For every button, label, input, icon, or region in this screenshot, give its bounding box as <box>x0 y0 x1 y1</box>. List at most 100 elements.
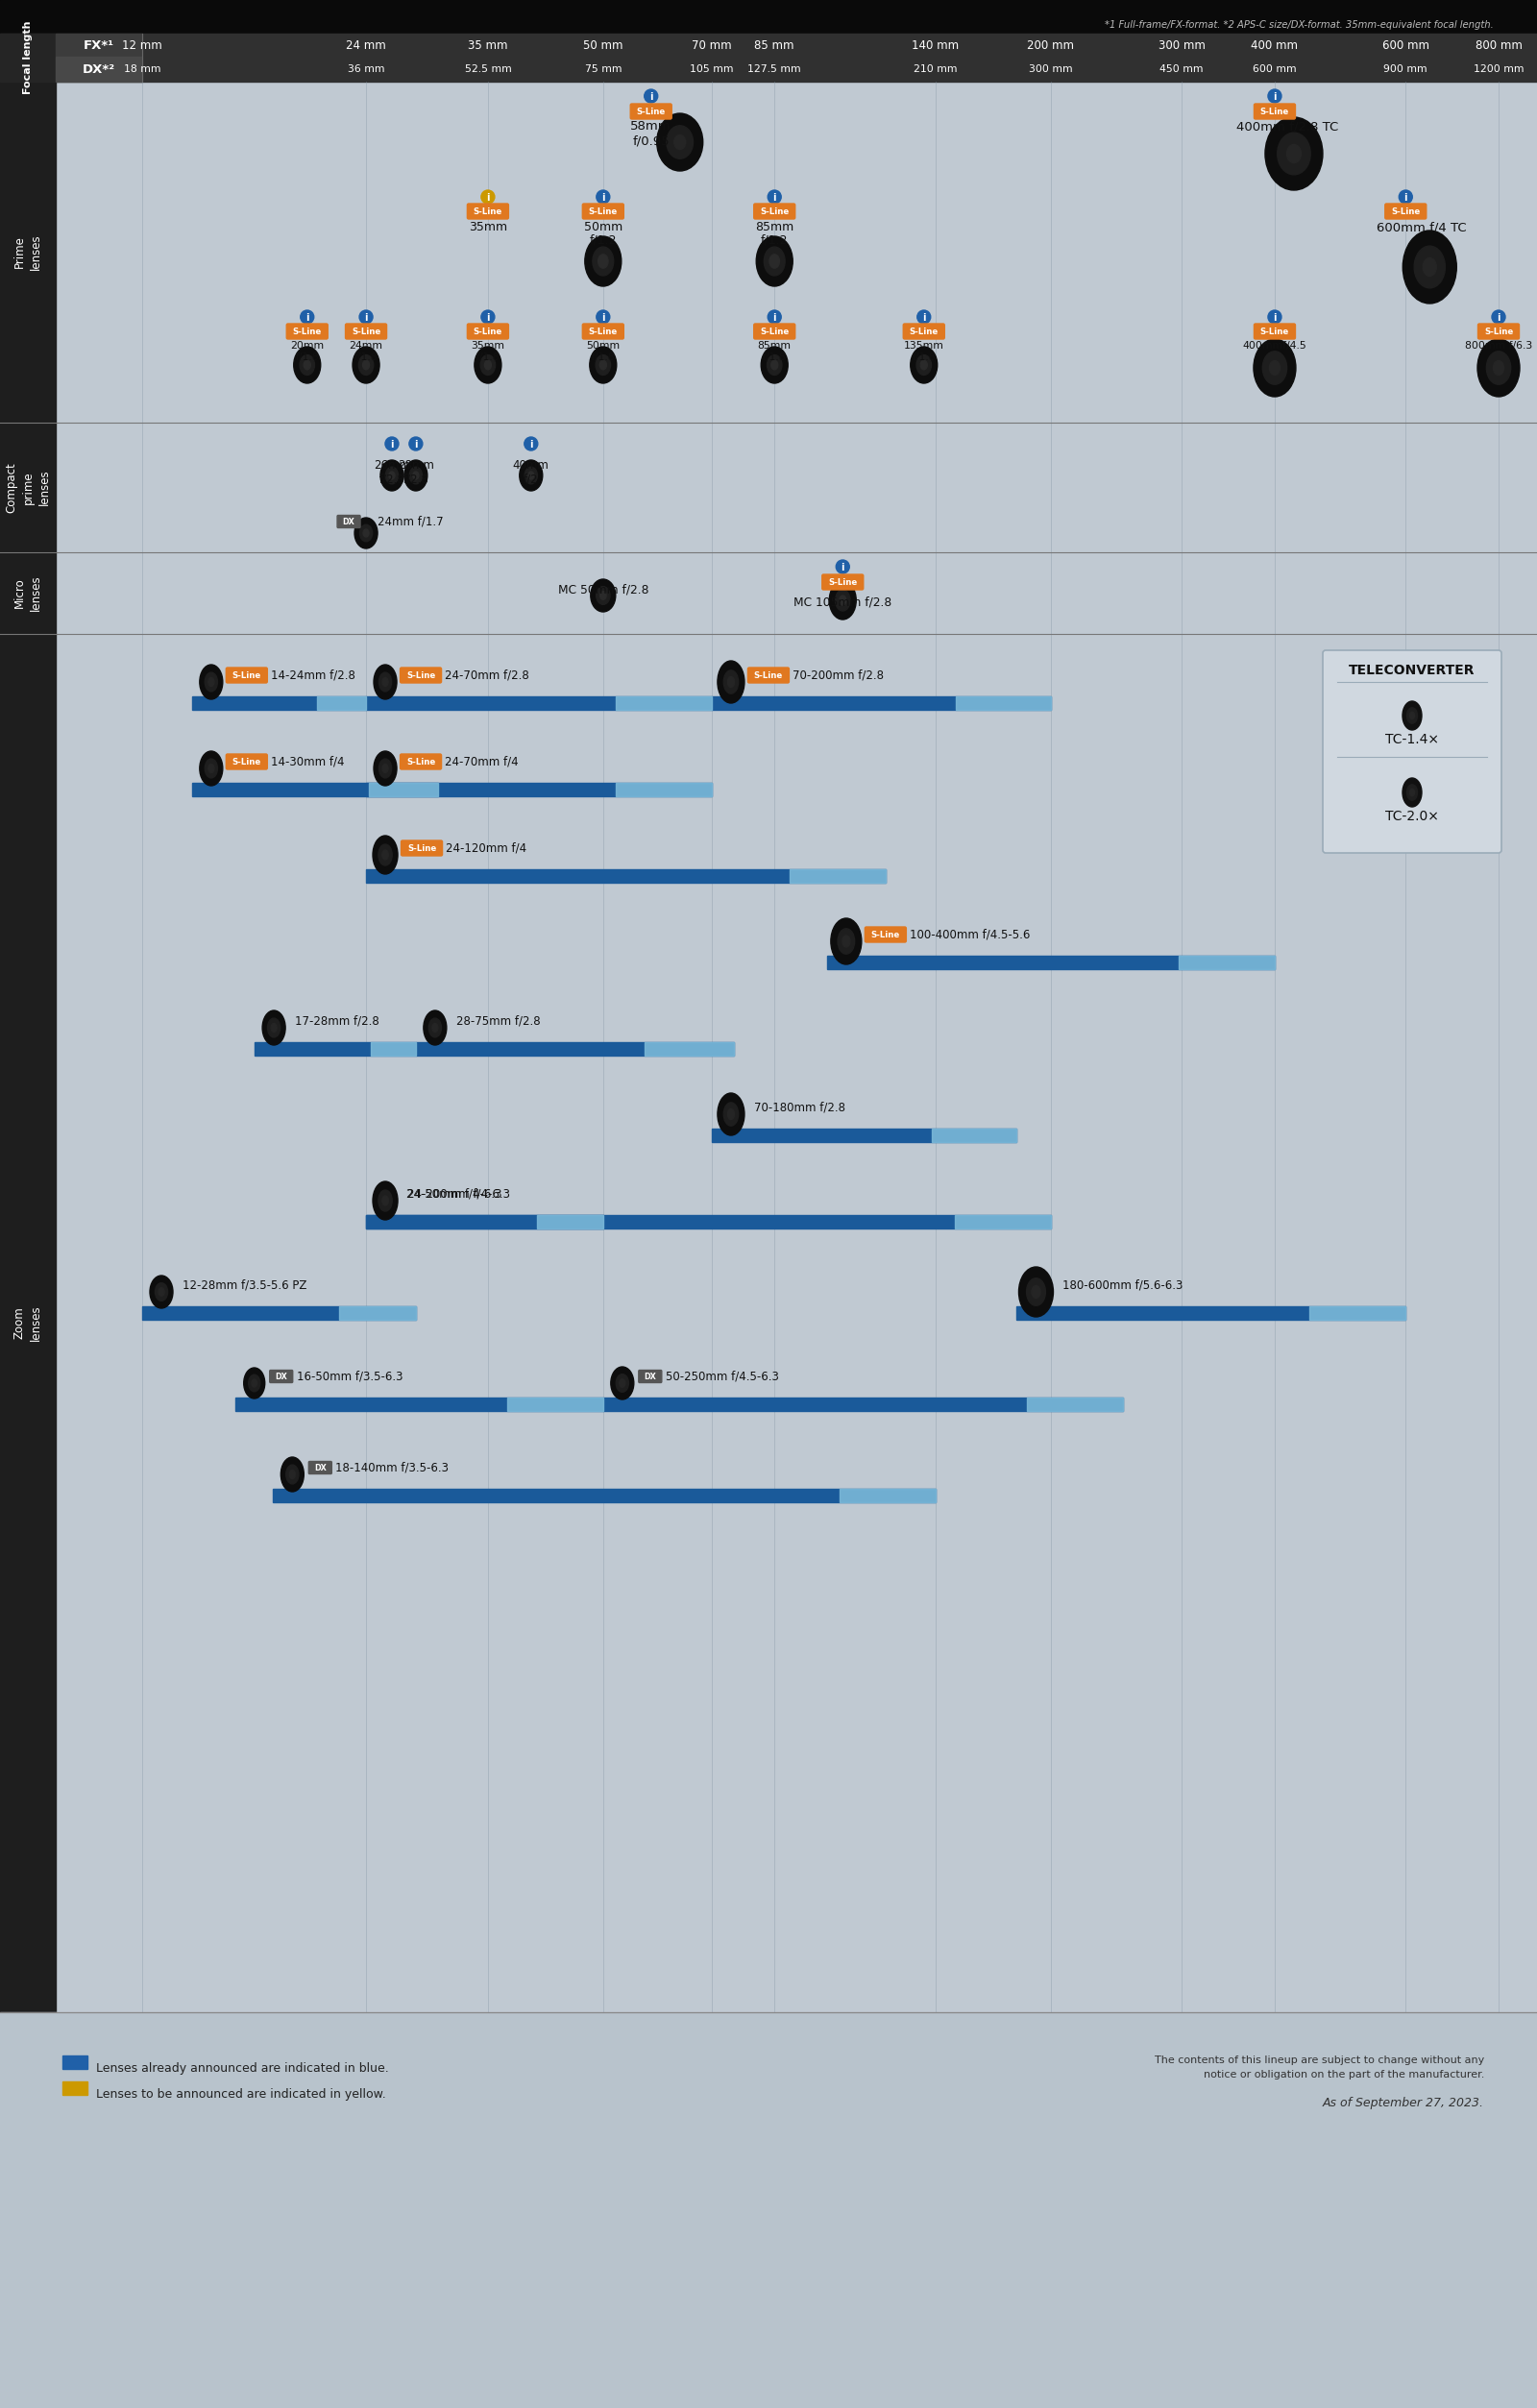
Text: 17-28mm f/2.8: 17-28mm f/2.8 <box>295 1014 380 1028</box>
Text: S-Line: S-Line <box>473 327 503 335</box>
Bar <box>366 869 885 884</box>
Bar <box>790 869 885 884</box>
Bar <box>536 1216 603 1228</box>
FancyBboxPatch shape <box>269 1370 292 1382</box>
Text: f/0.95: f/0.95 <box>633 135 670 147</box>
FancyBboxPatch shape <box>1323 650 1502 852</box>
FancyBboxPatch shape <box>467 205 509 219</box>
Ellipse shape <box>373 1185 397 1216</box>
Bar <box>235 1397 603 1411</box>
Ellipse shape <box>373 1182 398 1221</box>
Text: f/1.8: f/1.8 <box>592 352 615 361</box>
Text: DX: DX <box>275 1373 287 1380</box>
Bar <box>839 1488 936 1503</box>
Ellipse shape <box>1019 1267 1053 1317</box>
Text: 75 mm: 75 mm <box>584 65 621 75</box>
Bar <box>255 1043 417 1055</box>
Text: i: i <box>601 313 604 323</box>
Ellipse shape <box>599 592 606 600</box>
FancyBboxPatch shape <box>309 1462 332 1474</box>
Bar <box>192 783 438 797</box>
Ellipse shape <box>1031 1286 1041 1298</box>
Text: 70 mm: 70 mm <box>692 39 732 51</box>
Text: 20mm: 20mm <box>290 342 324 352</box>
Ellipse shape <box>616 1375 629 1392</box>
Text: S-Line: S-Line <box>589 207 618 217</box>
FancyBboxPatch shape <box>400 754 441 771</box>
Ellipse shape <box>352 347 380 383</box>
Ellipse shape <box>667 125 693 159</box>
Ellipse shape <box>764 248 785 275</box>
Bar <box>366 1216 1051 1228</box>
Text: 600mm f/4 TC: 600mm f/4 TC <box>1377 222 1466 234</box>
Ellipse shape <box>383 850 389 860</box>
Text: 24 mm: 24 mm <box>346 39 386 51</box>
Ellipse shape <box>610 1368 633 1399</box>
Text: 400mmf/4.5: 400mmf/4.5 <box>1242 342 1306 352</box>
Text: f/1.8: f/1.8 <box>295 352 320 361</box>
Text: f/2: f/2 <box>524 472 538 484</box>
Ellipse shape <box>209 763 214 773</box>
Text: S-Line: S-Line <box>352 327 381 335</box>
Ellipse shape <box>363 361 369 368</box>
Text: 100-400mm f/4.5-5.6: 100-400mm f/4.5-5.6 <box>910 929 1030 942</box>
Ellipse shape <box>413 472 418 479</box>
Ellipse shape <box>358 354 373 376</box>
Text: S-Line: S-Line <box>232 759 261 766</box>
Text: 16-50mm f/3.5-6.3: 16-50mm f/3.5-6.3 <box>297 1370 403 1382</box>
Ellipse shape <box>263 1011 286 1045</box>
Ellipse shape <box>619 1380 626 1387</box>
Text: 12-28mm f/3.5-5.6 PZ: 12-28mm f/3.5-5.6 PZ <box>183 1279 307 1291</box>
Text: 800 mm: 800 mm <box>1476 39 1522 51</box>
Ellipse shape <box>204 759 218 778</box>
Text: Lenses to be announced are indicated in yellow.: Lenses to be announced are indicated in … <box>95 2088 386 2100</box>
Bar <box>55 82 1537 424</box>
Text: S-Line: S-Line <box>636 106 666 116</box>
FancyBboxPatch shape <box>401 840 443 855</box>
Text: 1200 mm: 1200 mm <box>1474 65 1523 75</box>
FancyBboxPatch shape <box>1479 323 1519 340</box>
Ellipse shape <box>921 361 927 368</box>
Text: i: i <box>390 438 393 448</box>
Text: 127.5 mm: 127.5 mm <box>749 65 801 75</box>
Text: 24-120mm f/4: 24-120mm f/4 <box>446 843 527 855</box>
Circle shape <box>360 311 373 323</box>
Text: TELECONVERTER: TELECONVERTER <box>1349 665 1476 677</box>
Bar <box>0 633 55 2013</box>
Ellipse shape <box>1270 361 1280 376</box>
Circle shape <box>596 311 610 323</box>
Text: Prime
lenses: Prime lenses <box>14 234 43 270</box>
Text: i: i <box>486 193 490 202</box>
Ellipse shape <box>409 467 423 484</box>
Ellipse shape <box>593 248 613 275</box>
Text: DX: DX <box>343 518 355 525</box>
Text: 180-600mm f/5.6-6.3: 180-600mm f/5.6-6.3 <box>1064 1279 1183 1291</box>
FancyBboxPatch shape <box>749 667 788 684</box>
Text: i: i <box>1403 193 1408 202</box>
Text: Micro
lenses: Micro lenses <box>14 576 43 612</box>
Ellipse shape <box>596 354 610 376</box>
Text: notice or obligation on the part of the manufacturer.: notice or obligation on the part of the … <box>1203 2071 1485 2081</box>
Bar <box>0 551 55 633</box>
Text: S-Line: S-Line <box>1260 106 1290 116</box>
Bar <box>616 783 712 797</box>
Bar <box>956 696 1051 710</box>
Text: 600 mm: 600 mm <box>1382 39 1429 51</box>
Bar <box>55 633 1537 2013</box>
Bar <box>1017 1305 1406 1320</box>
Text: Zoom
lenses: Zoom lenses <box>14 1305 43 1341</box>
FancyBboxPatch shape <box>226 754 267 771</box>
Ellipse shape <box>727 677 735 686</box>
Text: i: i <box>364 313 367 323</box>
Text: 28-75mm f/2.8: 28-75mm f/2.8 <box>456 1014 541 1028</box>
Text: 50mm: 50mm <box>584 222 622 234</box>
Text: S-Line: S-Line <box>1260 327 1290 335</box>
Ellipse shape <box>155 1283 168 1300</box>
Text: 28mm: 28mm <box>398 460 433 472</box>
FancyBboxPatch shape <box>630 104 672 118</box>
FancyBboxPatch shape <box>639 1370 662 1382</box>
Ellipse shape <box>271 1023 277 1033</box>
Circle shape <box>481 311 495 323</box>
Text: 85 mm: 85 mm <box>755 39 795 51</box>
Ellipse shape <box>380 460 403 491</box>
